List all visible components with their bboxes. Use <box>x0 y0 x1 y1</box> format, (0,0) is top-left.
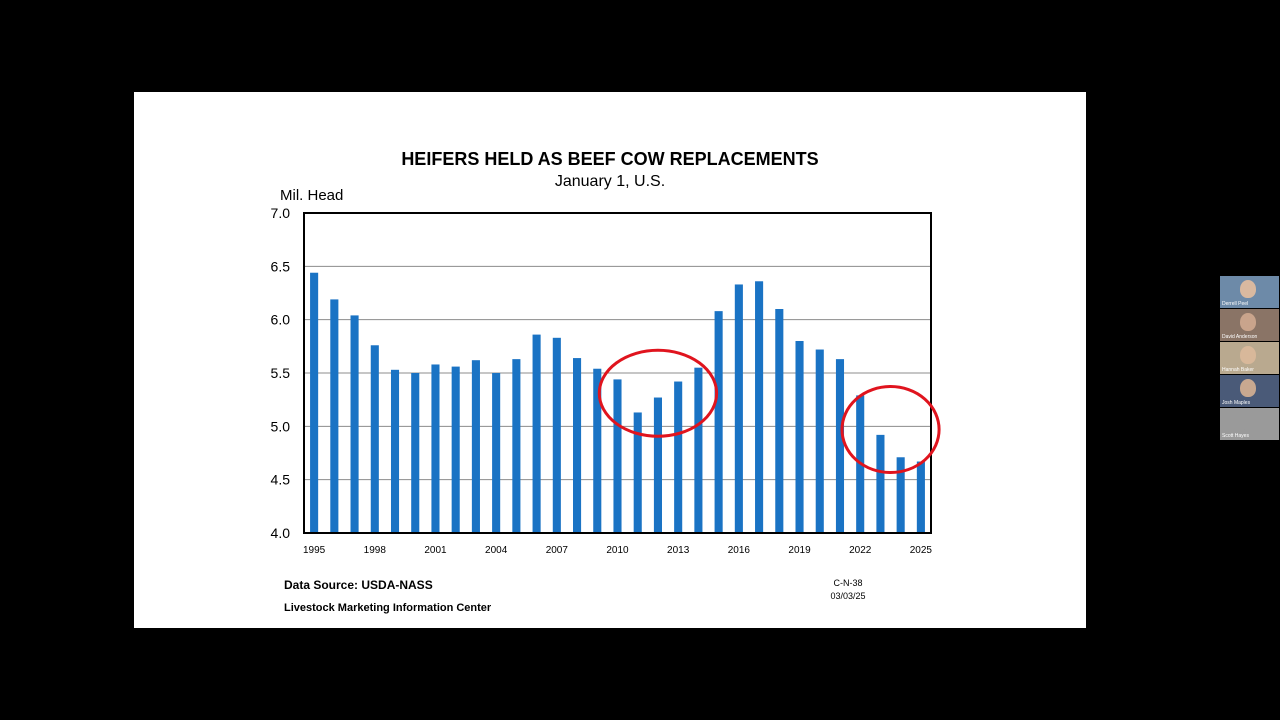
x-tick-label: 2004 <box>485 545 508 556</box>
bar-2009 <box>593 368 602 533</box>
x-tick-label: 2001 <box>424 545 447 556</box>
y-axis-label: Mil. Head <box>280 187 344 204</box>
bar-2007 <box>552 337 561 533</box>
x-tick-label: 2025 <box>910 545 933 556</box>
bar-2023 <box>876 434 885 533</box>
y-tick-label: 4.5 <box>271 472 291 488</box>
x-tick-label: 1998 <box>364 545 387 556</box>
bar-2013 <box>674 381 683 533</box>
y-tick-label: 5.0 <box>271 418 291 434</box>
bar-2005 <box>512 359 521 533</box>
presentation-slide: 4.0 4.5 5.0 5.5 6.0 6.5 7.0 1995 1998 2001 2004 200… <box>134 92 1086 628</box>
bar-2014 <box>694 367 703 533</box>
participant-name: Hannah Baker <box>1222 367 1254 373</box>
x-tick-label: 1995 <box>303 545 326 556</box>
chart-date: 03/03/25 <box>830 591 866 601</box>
bar-2003 <box>471 360 480 533</box>
participant-tile[interactable]: Hannah Baker <box>1220 342 1279 374</box>
bar-2021 <box>835 359 845 533</box>
bar-2006 <box>532 334 541 533</box>
participant-video-icon <box>1240 346 1256 364</box>
y-tick-label: 6.5 <box>271 258 291 274</box>
x-tick-label: 2013 <box>667 545 690 556</box>
y-tick-label: 4.0 <box>271 525 291 541</box>
bar-2024 <box>896 457 905 533</box>
participant-video-icon <box>1240 280 1256 298</box>
organization-name: Livestock Marketing Information Center <box>284 602 492 614</box>
participant-name: Scott Hayes <box>1222 433 1249 439</box>
participant-video-icon <box>1240 379 1256 397</box>
bar-2000 <box>411 373 420 533</box>
x-tick-label: 2022 <box>849 545 872 556</box>
x-tick-label: 2019 <box>788 545 811 556</box>
bar-2012 <box>653 397 662 533</box>
bar-2017 <box>755 281 764 533</box>
bar-1999 <box>390 369 400 533</box>
participant-video-icon <box>1240 412 1256 430</box>
participant-tile[interactable]: Derrell Peel <box>1220 276 1279 308</box>
bar-2010 <box>613 379 622 533</box>
bar-2002 <box>451 366 460 533</box>
participant-tile[interactable]: Josh Maples <box>1220 375 1279 407</box>
bar-chart: 4.0 4.5 5.0 5.5 6.0 6.5 7.0 1995 1998 2001 2004 200… <box>271 205 941 556</box>
bar-2018 <box>775 309 784 533</box>
chart-title: HEIFERS HELD AS BEEF COW REPLACEMENTS <box>401 149 819 169</box>
highlight-ellipse-1 <box>597 348 719 438</box>
bar-2019 <box>795 341 804 533</box>
participant-name: David Anderson <box>1222 334 1258 340</box>
participant-tile[interactable]: David Anderson <box>1220 309 1279 341</box>
bar-2008 <box>573 358 582 533</box>
bar-2004 <box>492 373 501 533</box>
chart-code: C-N-38 <box>833 578 863 588</box>
bar-1997 <box>350 315 359 533</box>
participant-video-icon <box>1240 313 1256 331</box>
y-tick-label: 6.0 <box>271 312 291 328</box>
bar-2016 <box>734 284 743 533</box>
participant-gallery: Derrell Peel David Anderson Hannah Baker Jo… <box>1220 276 1279 441</box>
chart-subtitle: January 1, U.S. <box>554 173 666 190</box>
x-tick-label: 2010 <box>606 545 629 556</box>
bar-1996 <box>330 299 339 533</box>
bar-2001 <box>431 364 440 533</box>
bar-1995 <box>310 272 319 533</box>
highlight-ellipse-2 <box>840 385 941 475</box>
y-tick-label: 5.5 <box>271 365 291 381</box>
bar-2020 <box>815 349 824 533</box>
y-tick-label: 7.0 <box>271 205 291 221</box>
bar-1998 <box>370 345 379 533</box>
bar-2011 <box>633 412 642 533</box>
x-tick-label: 2016 <box>728 545 751 556</box>
bar-2015 <box>714 311 723 533</box>
participant-name: Derrell Peel <box>1222 301 1249 307</box>
participant-name: Josh Maples <box>1222 400 1251 406</box>
bar-2025 <box>916 461 925 533</box>
participant-tile[interactable]: Scott Hayes <box>1220 408 1279 440</box>
x-tick-label: 2007 <box>546 545 569 556</box>
data-source: Data Source: USDA-NASS <box>284 578 433 592</box>
plot-frame <box>303 212 932 534</box>
